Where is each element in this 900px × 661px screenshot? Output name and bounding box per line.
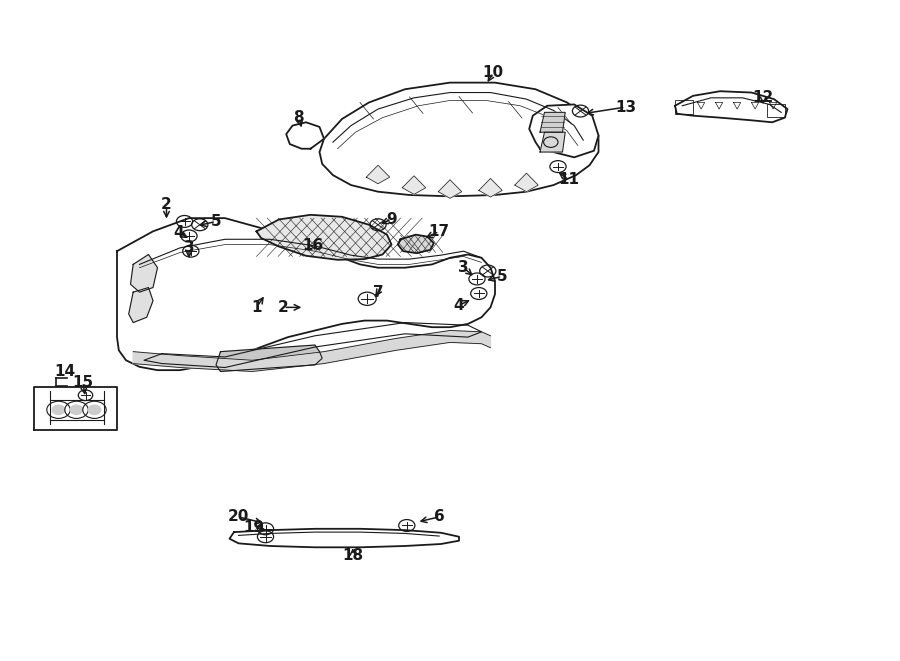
- Text: 4: 4: [454, 298, 464, 313]
- Text: 1: 1: [251, 300, 262, 315]
- Text: 5: 5: [211, 214, 221, 229]
- Bar: [675, 100, 693, 114]
- Text: 3: 3: [458, 260, 469, 275]
- Circle shape: [88, 405, 101, 414]
- Polygon shape: [540, 112, 565, 132]
- Text: 2: 2: [161, 198, 172, 212]
- Text: 10: 10: [482, 65, 504, 80]
- Text: 9: 9: [386, 212, 397, 227]
- Polygon shape: [133, 330, 490, 371]
- Polygon shape: [216, 345, 322, 371]
- Polygon shape: [529, 104, 598, 157]
- Text: 15: 15: [72, 375, 94, 389]
- Polygon shape: [438, 180, 462, 198]
- Polygon shape: [479, 178, 502, 197]
- Text: 17: 17: [428, 224, 450, 239]
- Text: 13: 13: [615, 100, 636, 114]
- Polygon shape: [515, 173, 538, 192]
- Text: 18: 18: [342, 548, 364, 563]
- Text: 7: 7: [373, 285, 383, 299]
- Polygon shape: [117, 218, 495, 370]
- Circle shape: [70, 405, 83, 414]
- Text: 4: 4: [173, 225, 184, 240]
- Polygon shape: [286, 122, 324, 149]
- Polygon shape: [230, 529, 459, 547]
- Polygon shape: [398, 235, 434, 253]
- Text: 20: 20: [228, 510, 249, 524]
- Polygon shape: [402, 176, 426, 194]
- Polygon shape: [675, 91, 788, 122]
- Text: 19: 19: [243, 520, 265, 535]
- Text: 11: 11: [558, 173, 580, 187]
- Polygon shape: [540, 132, 565, 152]
- Polygon shape: [130, 254, 158, 292]
- Text: 3: 3: [184, 241, 194, 255]
- Text: 5: 5: [497, 269, 508, 284]
- Polygon shape: [129, 288, 153, 323]
- Text: 12: 12: [752, 91, 774, 105]
- Text: 6: 6: [434, 510, 445, 524]
- Text: 2: 2: [278, 300, 289, 315]
- Text: 14: 14: [54, 364, 76, 379]
- Bar: [767, 104, 785, 117]
- Polygon shape: [366, 165, 390, 184]
- Polygon shape: [256, 215, 392, 260]
- Polygon shape: [320, 83, 598, 196]
- Circle shape: [52, 405, 65, 414]
- Text: 16: 16: [302, 239, 324, 253]
- Text: 8: 8: [293, 110, 304, 125]
- Polygon shape: [34, 387, 117, 430]
